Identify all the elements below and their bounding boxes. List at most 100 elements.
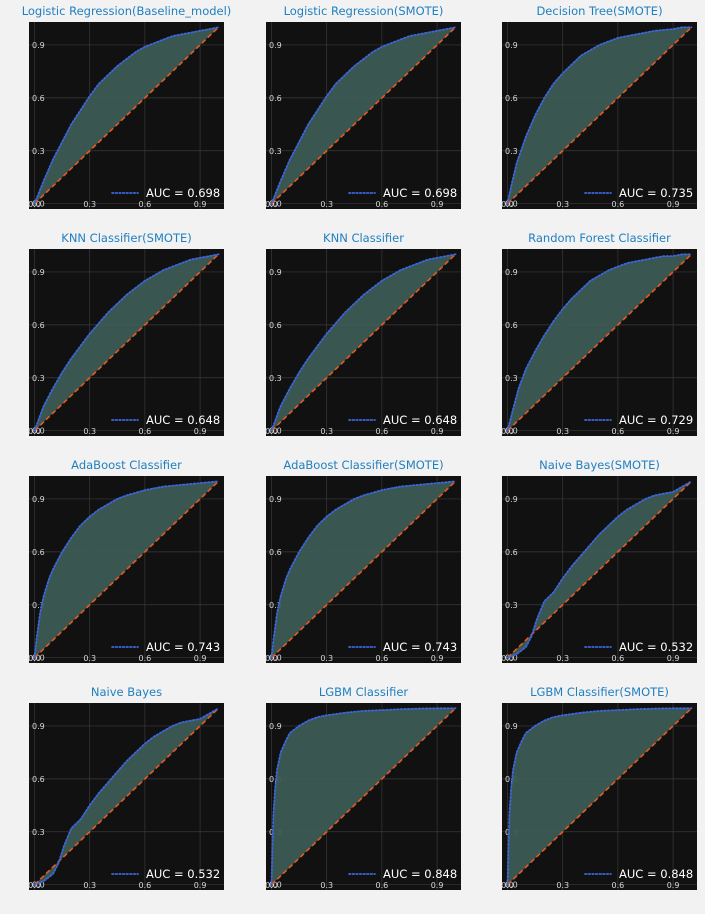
x-tick-label: 0.9	[431, 881, 444, 890]
y-tick-label: 0.9	[505, 495, 518, 504]
x-tick-label: 0.9	[667, 654, 680, 663]
diagonal-reference-line	[33, 253, 220, 432]
roc-curve	[506, 707, 693, 886]
y-tick-label: 0.9	[32, 41, 45, 50]
y-tick-label: 0.3	[269, 147, 282, 156]
x-tick-label: 0.3	[83, 200, 96, 209]
x-tick-label: 0.3	[320, 881, 333, 890]
y-tick-label: 0.9	[32, 268, 45, 277]
x-tick-label: 0.6	[376, 654, 389, 663]
x-tick-label: 0.6	[376, 200, 389, 209]
panel-title: KNN Classifier	[323, 231, 404, 245]
x-tick-label: 0.6	[139, 200, 152, 209]
diagonal-reference-line	[506, 253, 693, 432]
roc-curve	[506, 480, 693, 659]
x-tick-label: 0.6	[612, 654, 625, 663]
x-tick-label: 0.6	[376, 881, 389, 890]
roc-curve	[270, 26, 457, 205]
y-tick-label: 0.9	[269, 495, 282, 504]
x-tick-label: 0.3	[556, 427, 569, 436]
legend-label: AUC = 0.743	[383, 640, 457, 654]
legend-label: AUC = 0.743	[146, 640, 220, 654]
y-tick-label: 0.6	[269, 94, 282, 103]
x-tick-label: 0.3	[556, 881, 569, 890]
x-tick-label: 0.9	[431, 427, 444, 436]
y-tick-label: 0.3	[269, 601, 282, 610]
y-tick-label: 0.3	[269, 374, 282, 383]
legend: AUC = 0.532	[111, 867, 220, 881]
legend-label: AUC = 0.698	[146, 186, 220, 200]
x-tick-label: 0.6	[139, 427, 152, 436]
y-tick-label: 0.9	[505, 41, 518, 50]
y-tick-label: 0.6	[32, 548, 45, 557]
x-tick-label: 0.3	[320, 427, 333, 436]
panel-title: KNN Classifier(SMOTE)	[61, 231, 192, 245]
diagonal-reference-line	[33, 707, 220, 886]
roc-curve	[506, 253, 693, 432]
legend-label: AUC = 0.648	[146, 413, 220, 427]
y-tick-label: 0.3	[32, 147, 45, 156]
y-tick-label: 0.0	[269, 427, 282, 436]
legend: AUC = 0.532	[584, 640, 693, 654]
roc-curve	[270, 707, 457, 886]
auc-fill-area	[507, 254, 692, 431]
panel-title: LGBM Classifier	[318, 685, 409, 699]
auc-fill-area	[271, 27, 456, 204]
roc-curve	[33, 480, 220, 659]
diagonal-reference-line	[33, 480, 220, 659]
y-tick-label: 0.3	[505, 601, 518, 610]
legend: AUC = 0.698	[348, 186, 457, 200]
legend: AUC = 0.743	[111, 640, 220, 654]
legend-label: AUC = 0.848	[619, 867, 693, 881]
legend: AUC = 0.648	[348, 413, 457, 427]
legend: AUC = 0.698	[111, 186, 220, 200]
y-tick-label: 0.6	[505, 321, 518, 330]
diagonal-reference-line	[270, 707, 457, 886]
x-tick-label: 0.3	[83, 881, 96, 890]
x-tick-label: 0.3	[83, 654, 96, 663]
legend-label: AUC = 0.735	[619, 186, 693, 200]
diagonal-reference-line	[506, 707, 693, 886]
legend: AUC = 0.848	[584, 867, 693, 881]
x-tick-label: 0.9	[667, 200, 680, 209]
x-tick-label: 0.3	[556, 200, 569, 209]
y-tick-label: 0.9	[505, 722, 518, 731]
legend-label: AUC = 0.532	[619, 640, 693, 654]
x-tick-label: 0.6	[376, 427, 389, 436]
panel-title: Naive Bayes	[90, 685, 163, 699]
panel-title: LGBM Classifier(SMOTE)	[530, 685, 669, 699]
y-tick-label: 0.9	[269, 268, 282, 277]
y-tick-label: 0.6	[269, 321, 282, 330]
panel-title: Random Forest Classifier	[528, 231, 671, 245]
legend: AUC = 0.848	[348, 867, 457, 881]
legend: AUC = 0.648	[111, 413, 220, 427]
y-tick-label: 0.6	[505, 94, 518, 103]
y-tick-label: 0.0	[32, 427, 45, 436]
y-tick-label: 0.3	[505, 147, 518, 156]
y-tick-label: 0.3	[32, 601, 45, 610]
legend: AUC = 0.735	[584, 186, 693, 200]
roc-curve	[270, 253, 457, 432]
y-tick-label: 0.0	[505, 200, 518, 209]
y-tick-label: 0.6	[32, 94, 45, 103]
y-tick-label: 0.0	[269, 881, 282, 890]
y-tick-label: 0.9	[505, 268, 518, 277]
x-tick-label: 0.6	[612, 427, 625, 436]
legend-label: AUC = 0.698	[383, 186, 457, 200]
y-tick-label: 0.0	[505, 654, 518, 663]
x-tick-label: 0.3	[83, 427, 96, 436]
panel-title: Naive Bayes(SMOTE)	[539, 458, 660, 472]
legend: AUC = 0.729	[584, 413, 693, 427]
panel-title: Decision Tree(SMOTE)	[536, 4, 663, 18]
